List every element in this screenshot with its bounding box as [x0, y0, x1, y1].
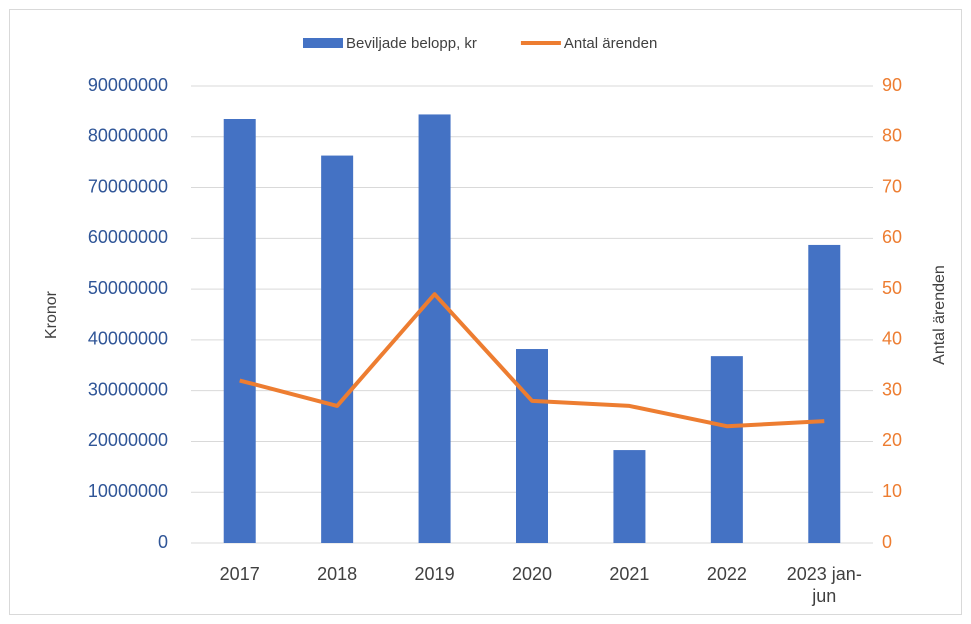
y-tick-label: 0 — [158, 532, 168, 552]
legend-swatch — [303, 38, 343, 48]
x-tick-label: 2017 — [219, 564, 260, 584]
y2-tick-label: 0 — [882, 532, 892, 552]
line — [239, 292, 825, 429]
y-tick-label: 40000000 — [88, 329, 168, 349]
y2-tick-label: 10 — [882, 481, 902, 501]
x-tick-label-box: 2021 — [609, 564, 650, 584]
x-tick-label-box: 2020 — [511, 564, 553, 584]
y2-tick-label: 40 — [882, 329, 902, 349]
x-tick-label: 2019 — [414, 564, 455, 584]
y-tick-label: 20000000 — [88, 430, 168, 450]
legend-label: Antal ärenden — [564, 35, 657, 52]
x-tick-label: 2023 jan-jun — [786, 564, 862, 606]
y2-tick-label: 20 — [882, 430, 902, 450]
y-tick-label: 10000000 — [88, 481, 168, 501]
y2-tick-label: 30 — [882, 379, 902, 399]
legend-label: Beviljade belopp, kr — [346, 35, 477, 52]
chart-border — [9, 9, 962, 615]
y2-tick-label: 70 — [882, 176, 902, 196]
x-tick-label-box: 2017 — [219, 564, 260, 584]
y-tick-label: 70000000 — [88, 176, 168, 196]
y2-tick-label: 90 — [882, 75, 902, 95]
y-axis-title: Kronor — [43, 290, 60, 339]
bar — [710, 356, 743, 543]
y-tick-label: 80000000 — [88, 126, 168, 146]
x-tick-label: 2022 — [706, 564, 747, 584]
x-tick-label-box: 2019 — [414, 564, 455, 584]
y2-tick-label: 50 — [882, 278, 902, 298]
x-tick-label-box: 2022 — [706, 564, 747, 584]
x-tick-label-box: 2018 — [317, 564, 358, 584]
bar — [418, 114, 451, 544]
y-tick-label: 60000000 — [88, 227, 168, 247]
bar — [613, 450, 646, 543]
y-tick-label: 50000000 — [88, 278, 168, 298]
x-tick-label-box: 2023 jan-jun — [786, 564, 862, 606]
bar — [516, 349, 548, 543]
x-tick-label: 2020 — [511, 564, 553, 584]
y-tick-label: 30000000 — [88, 379, 168, 399]
y2-tick-label: 60 — [882, 227, 902, 247]
y-tick-label: 90000000 — [88, 75, 168, 95]
y2-tick-label: 80 — [882, 126, 902, 146]
y2-axis-title: Antal ärenden — [931, 265, 948, 365]
bar — [321, 155, 354, 543]
bar — [808, 244, 841, 543]
x-tick-label: 2018 — [317, 564, 358, 584]
x-tick-label: 2021 — [609, 564, 650, 584]
bar — [223, 119, 256, 543]
